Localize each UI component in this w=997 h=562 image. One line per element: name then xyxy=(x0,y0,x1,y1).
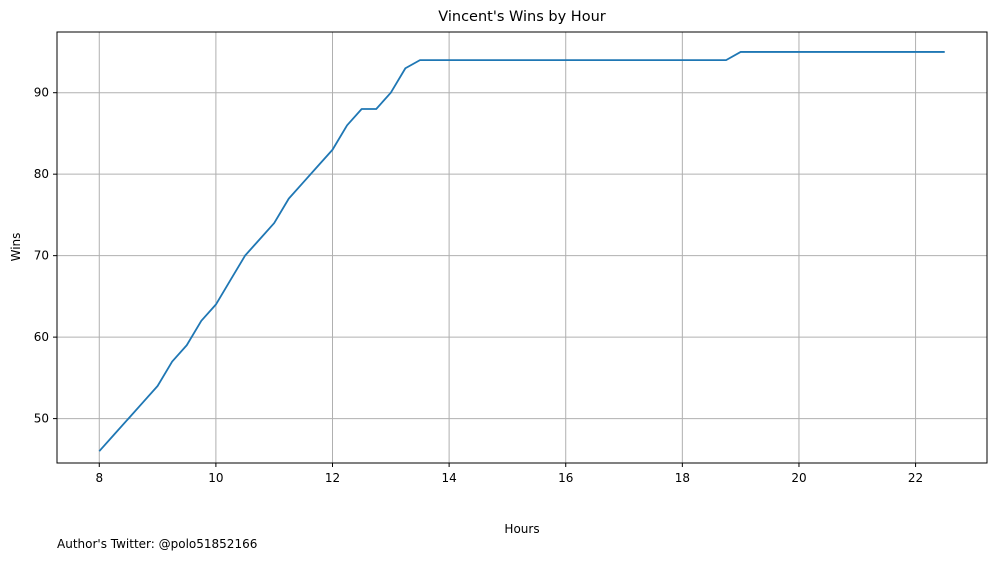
x-tick-label: 8 xyxy=(95,471,103,485)
x-axis-ticks: 8 10 12 14 16 18 20 22 xyxy=(95,463,923,485)
x-tick-label: 16 xyxy=(558,471,573,485)
x-tick-label: 14 xyxy=(441,471,456,485)
plot-area-frame xyxy=(56,31,988,464)
x-tick-label: 18 xyxy=(675,471,690,485)
x-axis-label: Hours xyxy=(504,522,539,536)
y-tick-label: 80 xyxy=(34,167,49,181)
y-axis-label: Wins xyxy=(9,233,23,262)
x-tick-label: 12 xyxy=(325,471,340,485)
y-tick-label: 50 xyxy=(34,412,49,426)
x-tick-label: 22 xyxy=(908,471,923,485)
x-tick-label: 20 xyxy=(791,471,806,485)
y-tick-label: 90 xyxy=(34,86,49,100)
chart-title: Vincent's Wins by Hour xyxy=(438,9,605,25)
x-tick-label: 10 xyxy=(208,471,223,485)
series-line xyxy=(98,51,945,452)
y-tick-label: 60 xyxy=(34,330,49,344)
author-credit: Author's Twitter: @polo51852166 xyxy=(57,537,258,551)
y-tick-label: 70 xyxy=(34,249,49,263)
grid-lines xyxy=(57,32,987,463)
y-axis-ticks: 50 60 70 80 90 xyxy=(34,86,57,426)
